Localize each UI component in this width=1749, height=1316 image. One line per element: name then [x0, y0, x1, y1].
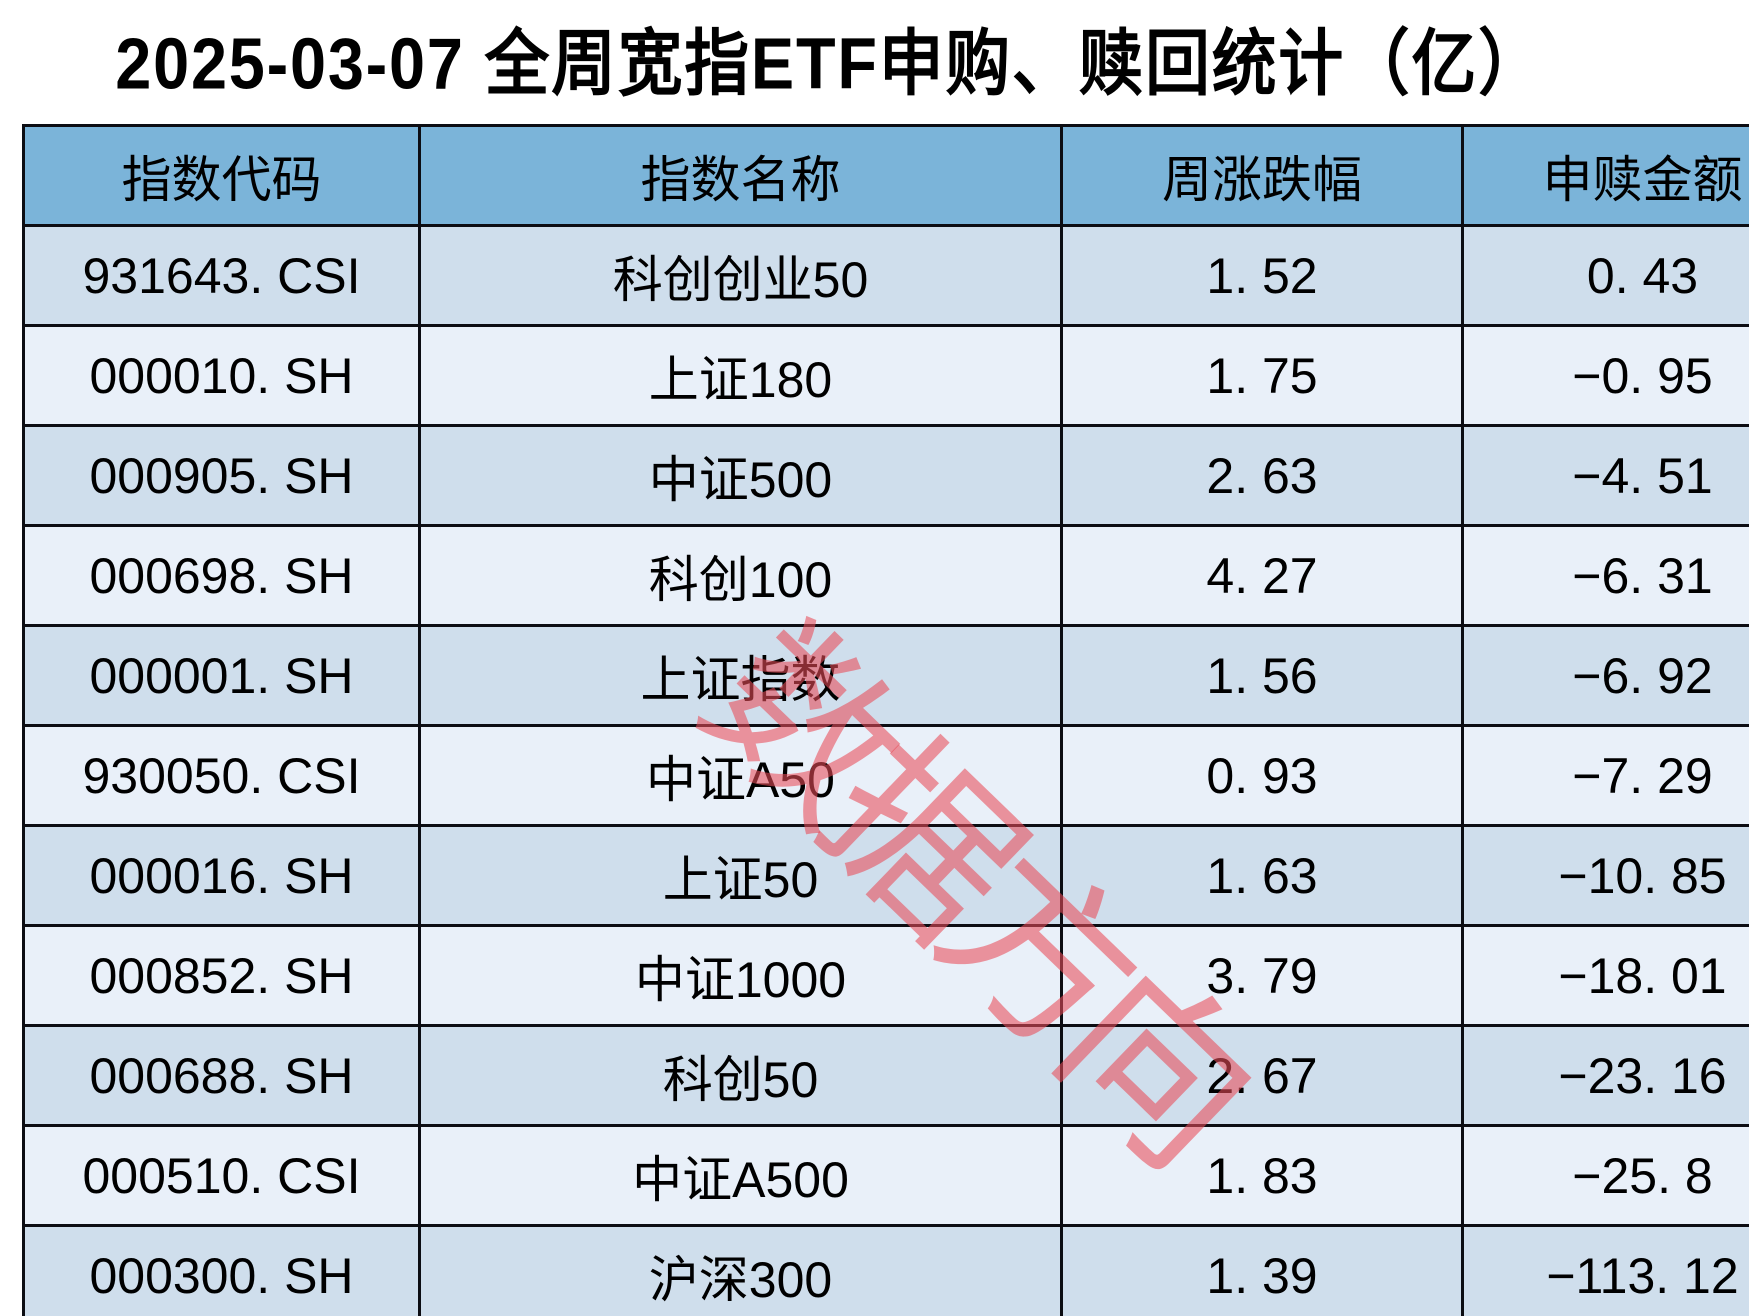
- cell-index-name: 上证50: [418, 824, 1063, 927]
- cell-net-amount: −113. 12: [1461, 1224, 1749, 1316]
- table-row: 000300. SH 沪深300 1. 39 −113. 12: [22, 1224, 1749, 1316]
- cell-index-name: 科创100: [418, 524, 1063, 627]
- table-row: 930050. CSI 中证A50 0. 93 −7. 29: [22, 724, 1749, 827]
- table-row: 000688. SH 科创50 2. 67 −23. 16: [22, 1024, 1749, 1127]
- cell-index-name: 中证1000: [418, 924, 1063, 1027]
- cell-index-code: 930050. CSI: [22, 724, 421, 827]
- cell-index-name: 中证A50: [418, 724, 1063, 827]
- table-row: 931643. CSI 科创创业50 1. 52 0. 43: [22, 224, 1749, 327]
- cell-net-amount: −6. 31: [1461, 524, 1749, 627]
- cell-weekly-change: 1. 39: [1060, 1224, 1464, 1316]
- cell-net-amount: −6. 92: [1461, 624, 1749, 727]
- cell-index-code: 000001. SH: [22, 624, 421, 727]
- cell-weekly-change: 1. 63: [1060, 824, 1464, 927]
- page-title: 2025-03-07 全周宽指ETF申购、赎回统计（亿）: [115, 24, 1545, 105]
- cell-index-code: 000698. SH: [22, 524, 421, 627]
- cell-index-name: 科创50: [418, 1024, 1063, 1127]
- table-row: 000016. SH 上证50 1. 63 −10. 85: [22, 824, 1749, 927]
- cell-net-amount: −10. 85: [1461, 824, 1749, 927]
- cell-index-code: 931643. CSI: [22, 224, 421, 327]
- cell-weekly-change: 1. 52: [1060, 224, 1464, 327]
- header-cell-net-amount: 申赎金额: [1461, 124, 1749, 227]
- cell-weekly-change: 1. 56: [1060, 624, 1464, 727]
- cell-index-name: 上证180: [418, 324, 1063, 427]
- cell-index-code: 000688. SH: [22, 1024, 421, 1127]
- cell-index-code: 000300. SH: [22, 1224, 421, 1316]
- table-row: 000698. SH 科创100 4. 27 −6. 31: [22, 524, 1749, 627]
- table-row: 000852. SH 中证1000 3. 79 −18. 01: [22, 924, 1749, 1027]
- cell-weekly-change: 1. 83: [1060, 1124, 1464, 1227]
- cell-weekly-change: 0. 93: [1060, 724, 1464, 827]
- table-row: 000010. SH 上证180 1. 75 −0. 95: [22, 324, 1749, 427]
- cell-index-name: 中证500: [418, 424, 1063, 527]
- table-row: 000001. SH 上证指数 1. 56 −6. 92: [22, 624, 1749, 727]
- cell-weekly-change: 2. 67: [1060, 1024, 1464, 1127]
- header-cell-index-code: 指数代码: [22, 124, 421, 227]
- cell-index-code: 000510. CSI: [22, 1124, 421, 1227]
- cell-index-name: 科创创业50: [418, 224, 1063, 327]
- cell-index-code: 000905. SH: [22, 424, 421, 527]
- cell-weekly-change: 1. 75: [1060, 324, 1464, 427]
- cell-weekly-change: 2. 63: [1060, 424, 1464, 527]
- table-row: 000510. CSI 中证A500 1. 83 −25. 8: [22, 1124, 1749, 1227]
- cell-index-name: 中证A500: [418, 1124, 1063, 1227]
- cell-net-amount: 0. 43: [1461, 224, 1749, 327]
- cell-index-name: 沪深300: [418, 1224, 1063, 1316]
- cell-index-name: 上证指数: [418, 624, 1063, 727]
- cell-index-code: 000016. SH: [22, 824, 421, 927]
- table-row: 000905. SH 中证500 2. 63 −4. 51: [22, 424, 1749, 527]
- cell-index-code: 000010. SH: [22, 324, 421, 427]
- cell-weekly-change: 3. 79: [1060, 924, 1464, 1027]
- cell-net-amount: −4. 51: [1461, 424, 1749, 527]
- cell-net-amount: −25. 8: [1461, 1124, 1749, 1227]
- header-cell-weekly-change: 周涨跌幅: [1060, 124, 1464, 227]
- cell-net-amount: −7. 29: [1461, 724, 1749, 827]
- cell-index-code: 000852. SH: [22, 924, 421, 1027]
- cell-net-amount: −18. 01: [1461, 924, 1749, 1027]
- header-cell-index-name: 指数名称: [418, 124, 1063, 227]
- etf-stats-table: 指数代码 指数名称 周涨跌幅 申赎金额 931643. CSI 科创创业50 1…: [22, 124, 1749, 1316]
- cell-net-amount: −0. 95: [1461, 324, 1749, 427]
- table-header-row: 指数代码 指数名称 周涨跌幅 申赎金额: [22, 124, 1749, 227]
- cell-weekly-change: 4. 27: [1060, 524, 1464, 627]
- cell-net-amount: −23. 16: [1461, 1024, 1749, 1127]
